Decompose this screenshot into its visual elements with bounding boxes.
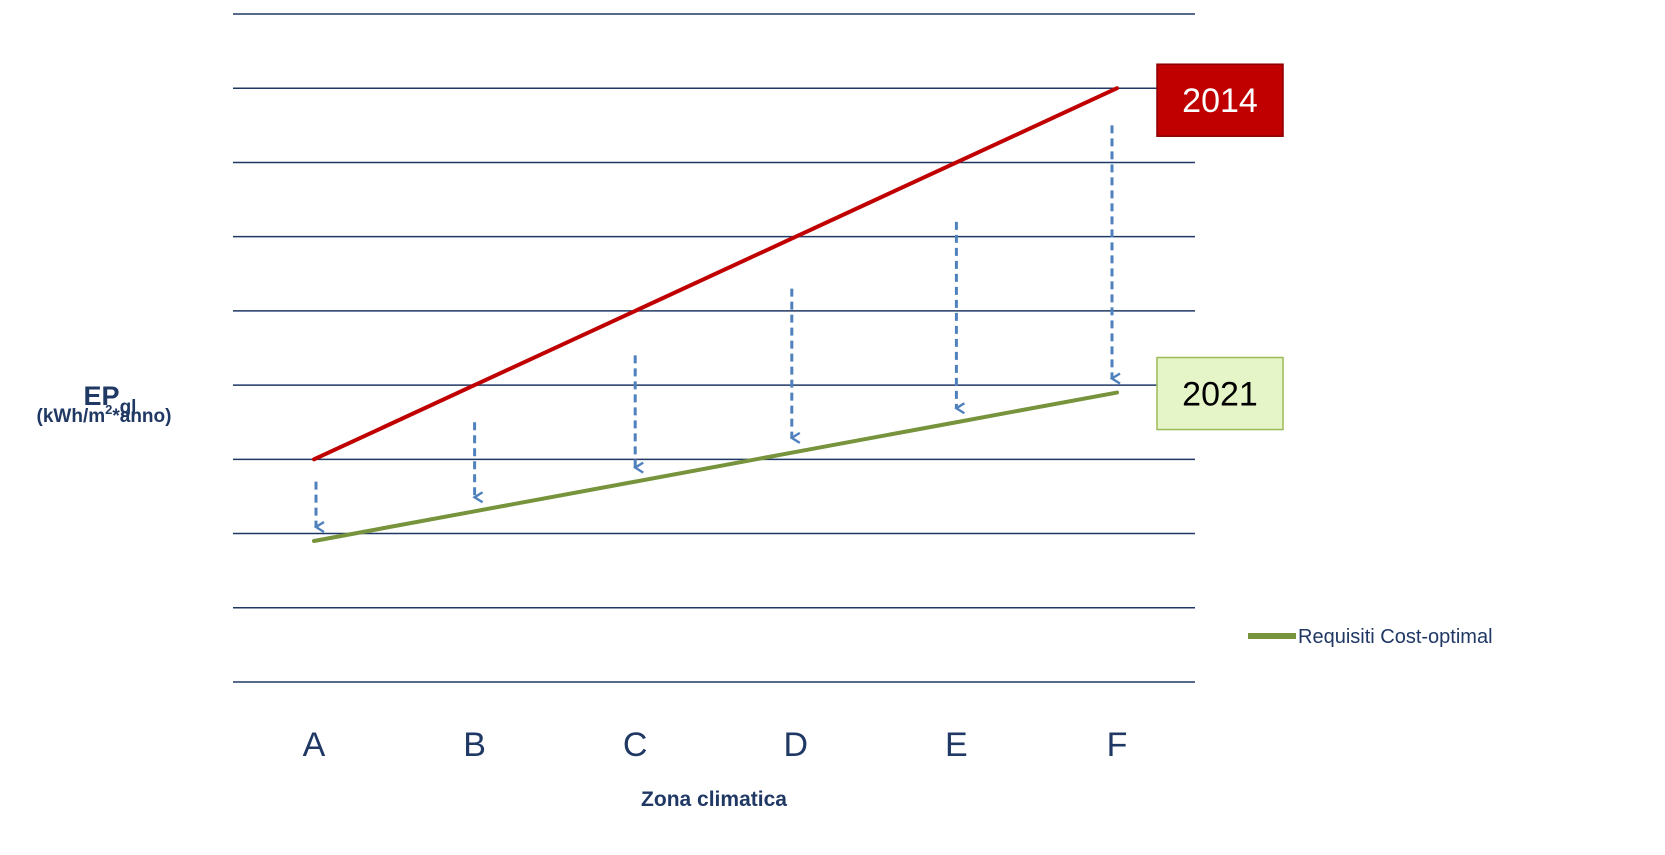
x-axis-title: Zona climatica [641,788,787,811]
x-tick-label: B [463,726,486,764]
y-axis-title: EPgl (kWh/m2*anno) [37,381,172,427]
x-tick-label: D [784,726,809,764]
y-axis-title-main: EP [84,381,120,411]
callout-2021: 2021 [1156,356,1284,431]
callout-label: 2014 [1182,82,1258,120]
callout-box [1156,356,1284,431]
reduction-arrows [316,125,1112,527]
x-tick-label: E [945,726,968,764]
legend: Requisiti Cost-optimal [1248,626,1493,648]
callout-box [1156,63,1284,137]
x-tick-labels: A B C D E F [303,726,1128,764]
y-axis-unit-suffix: *anno) [112,406,171,427]
y-axis-unit-prefix: (kWh/m [37,406,106,427]
y-axis-unit-sup: 2 [105,402,112,417]
x-tick-label: F [1107,726,1128,764]
svg-text:(kWh/m2*anno): (kWh/m2*anno) [37,402,172,427]
series-line-0 [312,86,1119,462]
callout-label: 2021 [1182,376,1258,414]
svg-text:EPgl: EPgl [84,381,137,418]
series-lines [312,86,1119,543]
series-line-1 [312,390,1119,543]
legend-label-cost-optimal: Requisiti Cost-optimal [1298,626,1493,648]
x-tick-label: C [623,726,648,764]
year-callouts: 2014 2021 [1156,63,1284,431]
y-axis-title-sub: gl [120,397,137,418]
gridlines [233,13,1195,683]
callout-2014: 2014 [1156,63,1284,137]
x-tick-label: A [303,726,326,764]
